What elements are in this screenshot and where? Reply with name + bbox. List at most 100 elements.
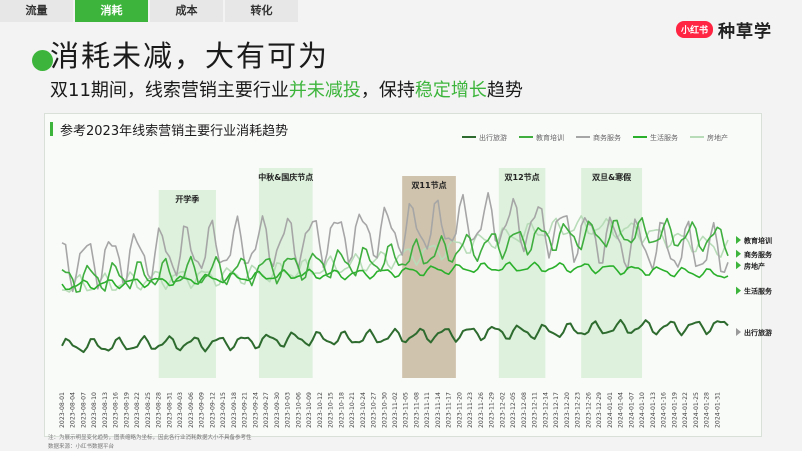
x-tick-label: 2023-12-02 <box>499 392 506 428</box>
x-tick-label: 2023-11-26 <box>478 392 485 428</box>
x-tick-label: 2023-11-08 <box>413 392 420 428</box>
x-tick-label: 2024-01-10 <box>639 392 646 428</box>
x-tick-label: 2024-01-31 <box>714 392 721 428</box>
x-tick-label: 2023-08-04 <box>70 392 77 428</box>
x-tick-label: 2023-12-05 <box>510 392 517 428</box>
legend-entry: 商务服务 <box>593 133 621 142</box>
series-end-label: 教育培训 <box>743 236 772 245</box>
x-tick-label: 2023-11-23 <box>467 392 474 428</box>
brand: 小红书 种草学 <box>675 17 772 42</box>
x-tick-label: 2023-09-15 <box>220 392 227 428</box>
x-tick-label: 2024-01-22 <box>682 392 689 428</box>
x-tick-label: 2023-12-26 <box>585 392 592 428</box>
x-tick-label: 2023-08-28 <box>156 392 163 428</box>
x-tick-label: 2023-11-14 <box>435 392 442 428</box>
tab-bar: 流量 消耗 成本 转化 <box>0 0 300 22</box>
x-tick-label: 2024-01-13 <box>650 392 657 428</box>
event-band-label: 双12节点 <box>505 172 540 182</box>
page-title: 消耗未减，大有可为 <box>50 39 330 73</box>
chart-lines <box>61 192 729 354</box>
event-band-label: 双11节点 <box>411 180 446 190</box>
chart-title-bar <box>50 122 53 136</box>
x-tick-label: 2024-01-01 <box>607 392 614 428</box>
legend-entry: 房地产 <box>707 133 728 142</box>
tab-conversion[interactable]: 转化 <box>225 0 298 22</box>
x-tick-label: 2024-01-19 <box>671 392 678 428</box>
series-line <box>61 192 729 293</box>
series-end-arrow-icon <box>736 328 741 336</box>
page-subtitle: 双11期间，线索营销主要行业并未减投，保持稳定增长趋势 <box>50 76 523 102</box>
brand-text: 种草学 <box>718 22 772 42</box>
x-tick-label: 2023-08-19 <box>123 392 130 428</box>
x-tick-label: 2024-01-07 <box>628 392 635 428</box>
x-tick-label: 2023-11-05 <box>403 392 410 428</box>
x-tick-label: 2023-11-11 <box>424 392 431 428</box>
series-end-arrow-icon <box>736 261 741 270</box>
x-tick-label: 2023-11-02 <box>392 392 399 428</box>
x-tick-label: 2023-09-24 <box>252 392 259 428</box>
x-tick-label: 2024-01-28 <box>704 392 711 428</box>
x-tick-label: 2024-01-25 <box>693 392 700 428</box>
x-tick-label: 2023-10-09 <box>306 392 313 428</box>
series-end-arrow-icon <box>736 249 741 258</box>
x-tick-label: 2023-09-09 <box>199 392 206 428</box>
x-tick-label: 2023-09-03 <box>177 392 184 428</box>
tab-traffic[interactable]: 流量 <box>0 0 73 22</box>
data-source: 数据来源：小红书数据平台 <box>48 444 115 450</box>
footnote: 注：为展示明显变化趋势，图表缩略为坐标，因此各行业消耗数据大小不具备参考性 <box>48 435 252 441</box>
x-tick-label: 2024-01-16 <box>661 392 668 428</box>
x-tick-label: 2023-12-29 <box>596 392 603 428</box>
x-tick-label: 2023-10-30 <box>381 392 388 428</box>
chart-legend: 出行旅游 教育培训 商务服务 生活服务 房地产 <box>462 133 728 142</box>
x-tick-label: 2023-08-22 <box>134 392 141 428</box>
subtitle-highlight-1: 并未减投 <box>288 80 361 101</box>
event-band <box>581 168 643 378</box>
x-tick-label: 2023-10-21 <box>349 392 356 428</box>
x-tick-label: 2023-12-08 <box>521 392 528 428</box>
x-tick-label: 2023-12-14 <box>542 392 549 428</box>
series-line <box>61 318 729 354</box>
x-tick-label: 2023-12-20 <box>564 392 571 428</box>
series-end-arrow-icon <box>736 286 741 295</box>
x-tick-label: 2023-10-03 <box>285 392 292 428</box>
x-tick-label: 2023-09-27 <box>263 392 270 428</box>
x-tick-label: 2023-08-10 <box>91 392 98 428</box>
series-line <box>61 261 729 291</box>
event-band-label: 开学季 <box>175 194 200 204</box>
event-band <box>498 168 546 378</box>
x-tick-label: 2023-08-25 <box>145 392 152 428</box>
series-end-label: 房地产 <box>744 261 765 270</box>
x-tick-label: 2023-10-27 <box>371 392 378 428</box>
subtitle-part-3: 趋势 <box>486 80 523 101</box>
x-tick-label: 2023-10-06 <box>295 392 302 428</box>
series-end-label: 生活服务 <box>744 287 773 296</box>
x-tick-label: 2023-09-21 <box>242 392 249 428</box>
x-tick-label: 2023-10-15 <box>328 392 335 428</box>
chart-title: 参考2023年线索营销主要行业消耗趋势 <box>60 124 289 139</box>
x-axis-ticks: 2023-08-01 2023-08-04 2023-08-07 2023-08-10… <box>59 392 721 428</box>
subtitle-highlight-2: 稳定增长 <box>414 80 487 101</box>
x-tick-label: 2023-08-16 <box>113 392 120 428</box>
subtitle-part-2: ，保持 <box>360 80 415 101</box>
series-end-label: 商务服务 <box>744 250 773 259</box>
event-band-label: 双旦&寒假 <box>592 172 631 182</box>
x-tick-label: 2023-09-18 <box>231 392 238 428</box>
x-tick-label: 2023-08-07 <box>80 392 87 428</box>
tab-consumption[interactable]: 消耗 <box>75 0 148 22</box>
legend-entry: 出行旅游 <box>479 133 507 142</box>
x-tick-label: 2023-10-12 <box>317 392 324 428</box>
tab-cost[interactable]: 成本 <box>150 0 223 22</box>
event-band-label: 中秋&国庆节点 <box>258 172 313 182</box>
x-tick-label: 2023-12-17 <box>553 392 560 428</box>
x-tick-label: 2023-10-24 <box>360 392 367 428</box>
series-end-label: 出行旅游 <box>744 328 772 337</box>
x-tick-label: 2023-08-01 <box>59 392 66 428</box>
xiaohongshu-logo: 小红书 <box>675 21 713 38</box>
x-tick-label: 2023-08-13 <box>102 392 109 428</box>
x-tick-label: 2023-09-30 <box>274 392 281 428</box>
x-tick-label: 2023-09-06 <box>188 392 195 428</box>
title-dot-icon <box>32 50 53 71</box>
event-band <box>402 176 456 378</box>
